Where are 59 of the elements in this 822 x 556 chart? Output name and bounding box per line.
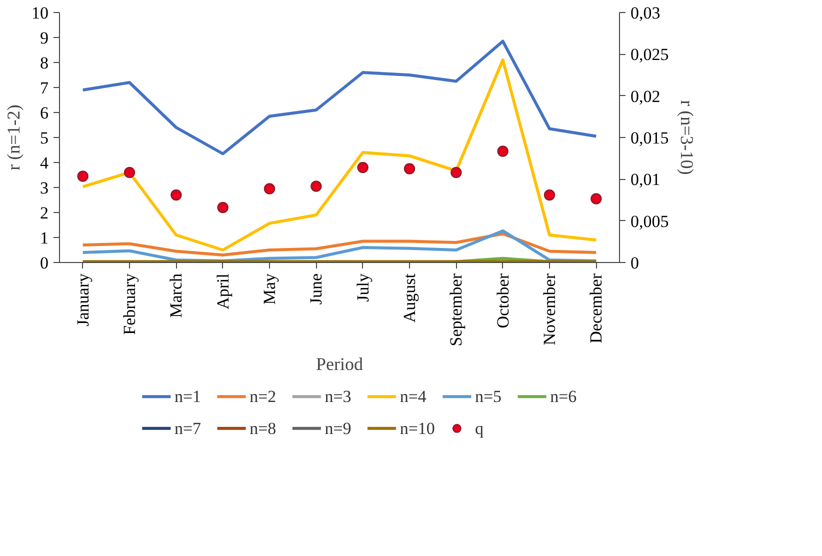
- point: [170, 189, 182, 201]
- legend-label: n=7: [174, 418, 202, 438]
- x-tick-label: December: [586, 273, 606, 344]
- legend-label: n=9: [324, 418, 352, 438]
- y2-tick-label: 0,015: [630, 128, 669, 148]
- legend-label: n=4: [400, 387, 427, 406]
- x-tick-label: July: [353, 273, 372, 302]
- legend-label: n=8: [250, 418, 276, 438]
- y-tick-label: 5: [40, 128, 48, 148]
- y2-tick-label: 0,03: [630, 4, 660, 22]
- point: [404, 163, 416, 174]
- x-tick-label: November: [540, 273, 559, 346]
- y-tick-label: 9: [40, 28, 48, 48]
- y2-tick-label: 0,005: [630, 212, 669, 231]
- y-tick-label: 7: [40, 78, 49, 98]
- y2-axis-title: r (n=3-10): [676, 100, 697, 175]
- y-tick-label: 3: [40, 178, 48, 198]
- y2-tick-label: 0,02: [630, 86, 660, 106]
- x-tick-label: February: [120, 273, 139, 335]
- point: [450, 166, 462, 178]
- point: [77, 170, 88, 182]
- x-tick-label: January: [73, 273, 92, 326]
- point: [264, 183, 276, 194]
- x-axis-title: Period: [316, 354, 363, 374]
- legend-label: n=1: [174, 387, 202, 406]
- y-tick-label: 1: [40, 228, 48, 248]
- y2-tick-label: 0,01: [630, 170, 660, 190]
- legend-label: n=10: [400, 418, 435, 438]
- legend-label: n=3: [324, 387, 352, 406]
- point: [217, 202, 228, 214]
- point: [590, 193, 602, 204]
- point: [124, 166, 136, 178]
- legend-label: n=6: [550, 387, 577, 406]
- legend-label: q: [474, 418, 484, 438]
- line-series: [81, 58, 598, 252]
- y2-tick-label: 0,025: [630, 45, 669, 64]
- x-tick-label: April: [213, 273, 232, 310]
- x-tick-label: May: [260, 273, 279, 305]
- x-tick-label: September: [446, 273, 466, 346]
- y-tick-label: 8: [40, 54, 48, 72]
- y2-tick-label: 0: [630, 254, 639, 272]
- point: [357, 162, 368, 174]
- legend-label: n=2: [250, 387, 276, 406]
- line-series: [81, 232, 598, 256]
- x-tick-label: August: [400, 273, 419, 323]
- x-tick-label: June: [306, 273, 326, 305]
- y-tick-label: 0: [40, 254, 48, 272]
- y-tick-label: 6: [40, 104, 48, 122]
- y-tick-label: 2: [40, 204, 48, 222]
- point: [544, 189, 556, 201]
- x-tick-label: October: [493, 273, 512, 328]
- legend-label: n=5: [474, 387, 502, 406]
- line-series: [81, 40, 598, 156]
- point: [310, 180, 322, 192]
- x-tick-label: March: [166, 273, 186, 318]
- y-tick-label: 4: [40, 154, 49, 172]
- point: [497, 146, 508, 157]
- y-tick-label: 10: [32, 4, 48, 22]
- y-axis-title: r (n=1-2): [4, 104, 24, 170]
